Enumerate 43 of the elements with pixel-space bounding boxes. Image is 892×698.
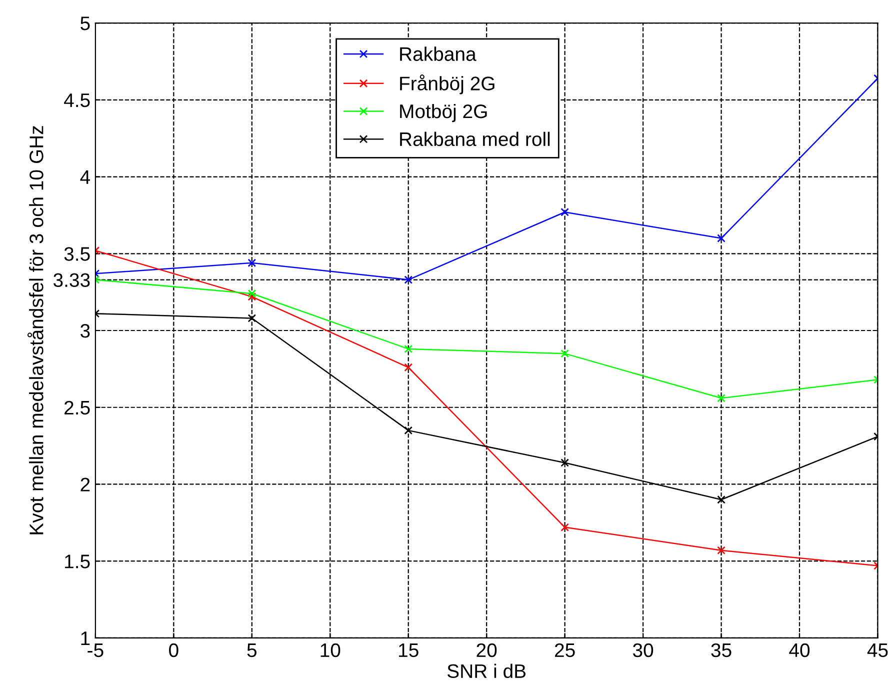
point [717, 546, 726, 555]
point [717, 495, 726, 504]
x-tick-label: 15 [399, 644, 418, 658]
point [404, 426, 413, 435]
y-tick-label: 1.5 [65, 554, 90, 568]
y-tick-label: 2.5 [64, 400, 90, 415]
x-axis-title: SNR i dB [447, 664, 526, 678]
point [717, 234, 726, 242]
point [717, 394, 726, 402]
x-tick-label: 20 [476, 643, 497, 658]
x-tick-label: 25 [554, 643, 575, 658]
x-tick-label: 30 [632, 643, 654, 658]
legend-label: Rakbana med roll [400, 132, 550, 146]
point [560, 349, 569, 358]
y-tick-label: 5 [80, 16, 90, 30]
x-tick-label: 35 [711, 643, 732, 658]
point [248, 314, 256, 322]
x-tick-label: 10 [320, 643, 340, 658]
y-axis-title: Kvot mellan medelavståndsfel för 3 och 10 GHz [27, 126, 44, 534]
point [560, 458, 569, 467]
y-tick-label: 4 [80, 170, 90, 184]
point [404, 276, 413, 284]
y-tick-label: 3.33 [53, 273, 90, 288]
point [404, 344, 413, 354]
point [560, 208, 569, 216]
y-tick-label: 3 [80, 324, 90, 338]
legend-label: Frånböj 2G [400, 74, 494, 94]
y-tick-label: 3.5 [64, 247, 90, 261]
y-tick-label: 2 [80, 478, 90, 492]
x-tick-label: 45 [867, 644, 888, 658]
y-tick-label: 4.5 [64, 94, 90, 108]
y-tick-label: 1 [81, 632, 90, 646]
legend-label: Rakbana [400, 46, 476, 61]
point [560, 523, 569, 532]
point [248, 292, 256, 301]
x-tick-label: 0 [169, 643, 178, 658]
x-tick-label: 5 [247, 644, 256, 658]
point [248, 289, 256, 298]
point [404, 363, 413, 372]
x-tick-label: -5 [88, 644, 104, 658]
x-tick-label: 40 [789, 643, 810, 658]
legend-label: Motböj 2G [400, 104, 487, 122]
point [248, 258, 256, 268]
